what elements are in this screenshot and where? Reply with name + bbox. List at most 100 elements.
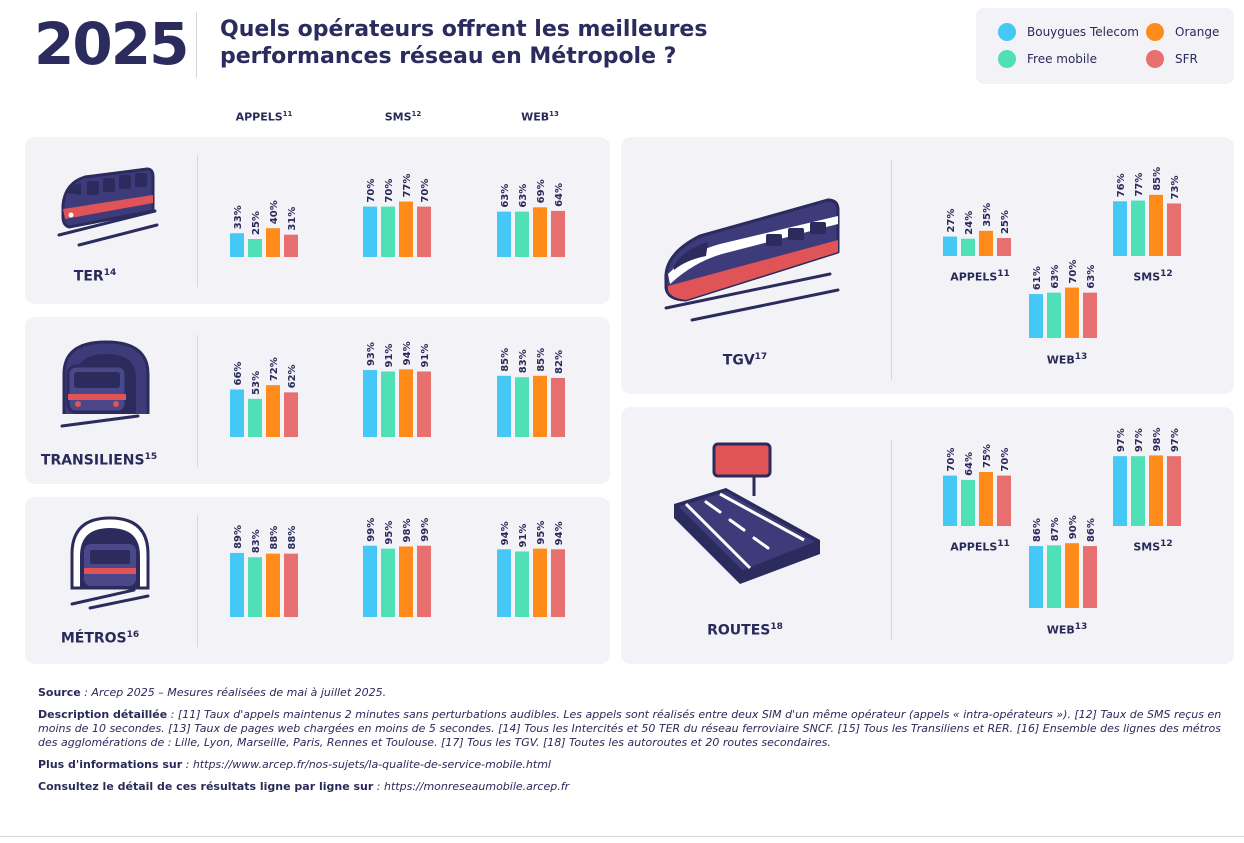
- legend-label: Bouygues Telecom: [1027, 25, 1139, 39]
- legend-swatch: [1146, 50, 1164, 68]
- routes-appels-bar-bouygues-telecom: [943, 475, 957, 526]
- bottom-divider: [0, 836, 1244, 837]
- ter-appels-bar-bouygues-telecom: [230, 233, 244, 257]
- tgv-sms-bar-orange: [1149, 194, 1163, 256]
- footer-notes: Source : Arcep 2025 – Mesures réalisées …: [38, 686, 1228, 802]
- routes-web-bar-orange: [1065, 543, 1079, 608]
- group-label-tgv-appels: APPELS11: [950, 269, 1010, 284]
- transiliens-sms-bar-sfr: [417, 371, 431, 437]
- transiliens-sms-value-label: 91%: [420, 344, 431, 368]
- routes-appels-bar-sfr: [997, 475, 1011, 526]
- tgv-web-value-label: 63%: [1086, 265, 1097, 289]
- transiliens-appels-value-label: 66%: [233, 362, 244, 386]
- métros-sms-value-label: 99%: [366, 518, 377, 542]
- legend-item-free: Free mobile: [998, 50, 1097, 68]
- tgv-web-value-label: 63%: [1050, 265, 1061, 289]
- tgv-web-value-label: 70%: [1068, 260, 1079, 284]
- routes-sms-value-label: 98%: [1152, 428, 1163, 452]
- ter-sms-bar-orange: [399, 201, 413, 257]
- routes-web-value-label: 90%: [1068, 515, 1079, 539]
- page-title: Quels opérateurs offrent les meilleures …: [220, 17, 708, 69]
- métros-appels-value-label: 88%: [287, 526, 298, 550]
- transiliens-appels-bar-sfr: [284, 392, 298, 437]
- metro-train-icon: [70, 516, 150, 610]
- transiliens-web-value-label: 83%: [518, 349, 529, 373]
- métros-sms-value-label: 98%: [402, 519, 413, 543]
- métros-appels-value-label: 89%: [233, 525, 244, 549]
- ter-appels-bar-sfr: [284, 234, 298, 257]
- métros-appels-value-label: 83%: [251, 529, 262, 553]
- tgv-appels-bar-orange: [979, 230, 993, 256]
- tgv-appels-value-label: 35%: [982, 203, 993, 227]
- ter-train-icon: [57, 167, 159, 247]
- ter-sms-value-label: 77%: [402, 174, 413, 198]
- year: 2025: [34, 10, 189, 78]
- tgv-web-value-label: 61%: [1032, 266, 1043, 290]
- legend-swatch: [998, 50, 1016, 68]
- card-label-metros: MÉTROS16: [60, 630, 140, 647]
- transiliens-web-bar-sfr: [551, 377, 565, 437]
- ter-sms-value-label: 70%: [384, 179, 395, 203]
- routes-appels-value-label: 75%: [982, 444, 993, 468]
- transiliens-sms-bar-free-mobile: [381, 371, 395, 437]
- transiliens-appels-bar-free-mobile: [248, 398, 262, 437]
- tgv-web-bar-orange: [1065, 287, 1079, 338]
- tgv-sms-value-label: 85%: [1152, 167, 1163, 191]
- routes-sms-bar-bouygues-telecom: [1113, 456, 1127, 526]
- ter-appels-value-label: 25%: [251, 211, 262, 235]
- routes-sms-value-label: 97%: [1116, 428, 1127, 452]
- legend-item-orange: Orange: [1146, 23, 1219, 41]
- métros-appels-bar-orange: [266, 553, 280, 617]
- group-label-routes-web: WEB13: [1046, 622, 1088, 637]
- legend-item-sfr: SFR: [1146, 50, 1198, 68]
- legend-label: SFR: [1175, 52, 1198, 66]
- tgv-sms-bar-bouygues-telecom: [1113, 201, 1127, 256]
- routes-appels-bar-free-mobile: [961, 479, 975, 526]
- ter-appels-value-label: 40%: [269, 200, 280, 224]
- transiliens-web-bar-orange: [533, 375, 547, 437]
- column-header-web: WEB13: [521, 110, 559, 124]
- tgv-appels-bar-sfr: [997, 238, 1011, 256]
- métros-web-bar-orange: [533, 548, 547, 617]
- card-divider: [197, 155, 198, 287]
- routes-sms-value-label: 97%: [1170, 428, 1181, 452]
- transiliens-sms-bar-bouygues-telecom: [363, 370, 377, 437]
- tgv-sms-value-label: 76%: [1116, 173, 1127, 197]
- card-divider: [197, 515, 198, 647]
- card-label-routes: ROUTES18: [707, 622, 783, 639]
- transilien-train-icon: [60, 340, 150, 428]
- title-divider: [196, 12, 197, 78]
- column-header-appels: APPELS11: [235, 110, 293, 124]
- chart-routes: 70% 64% 75% 70% 97% 97% 98% 97% 86% 87% 90% 86%: [943, 428, 1181, 608]
- métros-sms-bar-sfr: [417, 545, 431, 617]
- métros-web-value-label: 94%: [500, 521, 511, 545]
- ter-web-value-label: 69%: [536, 179, 547, 203]
- transiliens-sms-value-label: 94%: [402, 341, 413, 365]
- footer-detail: Consultez le détail de ces résultats lig…: [38, 780, 570, 793]
- métros-web-bar-bouygues-telecom: [497, 549, 511, 617]
- ter-sms-bar-free-mobile: [381, 206, 395, 257]
- ter-appels-value-label: 33%: [233, 205, 244, 229]
- tgv-train-icon: [664, 198, 840, 322]
- transiliens-sms-value-label: 91%: [384, 344, 395, 368]
- legend-item-bouygues: Bouygues Telecom: [998, 23, 1139, 41]
- legend: Bouygues Telecom Orange Free mobile SFR: [976, 8, 1234, 84]
- routes-appels-value-label: 70%: [946, 448, 957, 472]
- group-label-tgv-sms: SMS12: [1133, 269, 1173, 284]
- legend-label: Orange: [1175, 25, 1220, 39]
- ter-sms-value-label: 70%: [420, 179, 431, 203]
- transiliens-web-bar-bouygues-telecom: [497, 375, 511, 437]
- ter-web-bar-bouygues-telecom: [497, 211, 511, 257]
- transiliens-web-value-label: 82%: [554, 350, 565, 374]
- transiliens-web-value-label: 85%: [500, 348, 511, 372]
- transiliens-appels-bar-orange: [266, 385, 280, 437]
- tgv-sms-value-label: 77%: [1134, 173, 1145, 197]
- card-label-transiliens: TRANSILIENS15: [40, 452, 158, 469]
- métros-sms-value-label: 99%: [420, 518, 431, 542]
- transiliens-appels-value-label: 72%: [269, 357, 280, 381]
- ter-sms-bar-bouygues-telecom: [363, 206, 377, 257]
- transiliens-web-value-label: 85%: [536, 348, 547, 372]
- métros-appels-bar-sfr: [284, 553, 298, 617]
- chart-metros: 89% 83% 88% 88% 99% 95% 98% 99% 94% 91% 95% 94%: [230, 518, 565, 617]
- card-label-tgv: TGV17: [722, 352, 768, 369]
